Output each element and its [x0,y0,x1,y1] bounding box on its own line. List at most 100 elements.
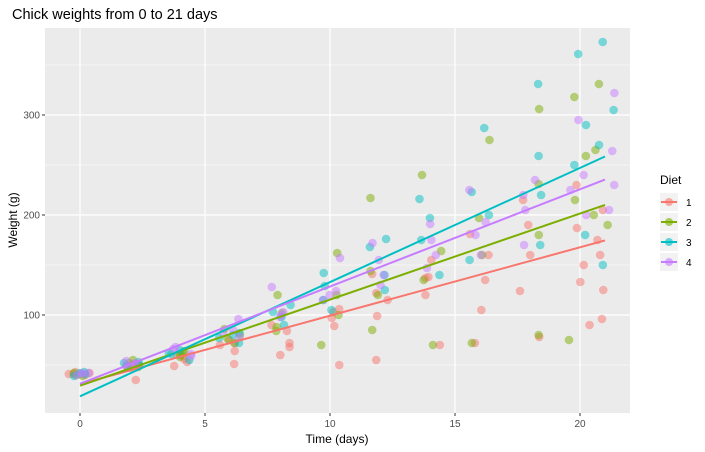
data-point-diet-3 [534,151,543,161]
legend-key-point [665,218,673,226]
data-point-diet-1 [585,320,594,330]
fit-line-diet-4 [79,178,606,385]
data-point-diet-1 [285,342,294,352]
data-point-diet-2 [570,195,580,205]
data-point-diet-1 [598,285,608,295]
legend-title: Diet [660,173,682,187]
data-point-diet-3 [435,270,444,280]
data-point-diet-3 [581,120,591,130]
data-point-diet-1 [477,305,486,315]
data-point-diet-3 [598,260,608,270]
data-point-diet-4 [331,286,341,296]
data-point-diet-2 [564,335,574,345]
data-point-diet-1 [230,346,239,356]
data-point-diet-4 [465,185,474,195]
fit-line-diet-3 [79,155,606,398]
data-point-diet-2 [366,193,375,203]
data-point-diet-4 [579,170,588,180]
data-point-diet-2 [570,92,579,102]
y-tick-label: 200 [23,211,40,222]
legend-label-diet-2: 2 [686,218,692,229]
data-point-diet-4 [78,368,88,378]
data-point-diet-2 [367,325,377,335]
x-tick-label: 10 [324,419,336,430]
data-point-diet-2 [467,338,477,348]
y-axis-title: Weight (g) [6,192,20,247]
data-point-diet-1 [480,275,490,285]
data-point-diet-2 [581,151,591,161]
x-tick-label: 0 [77,419,83,430]
x-tick-label: 15 [449,419,461,430]
data-point-diet-1 [579,260,588,270]
data-point-diet-1 [334,360,344,370]
data-point-diet-4 [476,250,486,260]
y-tick-label: 100 [23,311,40,322]
legend: Diet 1 2 3 4 [660,173,692,271]
data-point-diet-3 [381,234,391,244]
data-point-diet-1 [576,277,585,287]
data-point-diet-1 [229,359,239,369]
data-point-diet-2 [373,290,383,300]
data-point-diet-3 [479,123,489,133]
data-point-diet-4 [530,175,540,185]
data-point-diet-2 [534,104,544,114]
data-point-diet-2 [534,330,543,340]
fit-lines [79,155,606,398]
data-point-diet-4 [379,270,388,280]
data-point-diet-3 [327,305,336,315]
data-point-diet-3 [484,210,494,220]
data-point-diet-1 [598,205,608,215]
data-point-diet-4 [425,219,435,229]
data-point-diet-3 [594,140,604,150]
data-point-diet-1 [435,340,445,350]
data-point-diet-4 [604,205,614,215]
legend-key-point [665,198,673,206]
legend-key-point [665,238,673,246]
data-point-diet-2 [417,170,427,180]
x-axis-title: Time (days) [306,432,369,446]
data-point-diet-2 [589,210,599,220]
legend-label-diet-4: 4 [686,258,692,269]
data-point-diet-4 [471,230,480,240]
legend-label-diet-3: 3 [686,238,692,249]
data-point-diet-3 [573,49,583,59]
data-point-diet-1 [523,220,533,230]
data-point-diet-4 [368,238,377,248]
data-point-diet-3 [535,240,545,250]
x-tick-label: 20 [574,419,586,430]
data-point-diet-2 [273,290,282,300]
data-point-diet-4 [609,180,619,190]
data-point-diet-2 [594,79,604,89]
data-point-diet-3 [415,194,424,204]
legend-label-diet-1: 1 [686,198,692,209]
data-point-diet-3 [598,37,608,47]
data-point-diet-1 [595,250,605,260]
data-point-diet-1 [169,361,179,371]
data-point-diet-4 [607,146,617,156]
data-point-diet-1 [131,375,141,385]
grid [45,28,630,413]
data-point-diet-1 [572,223,582,233]
data-point-diet-2 [428,340,438,350]
data-point-diet-4 [335,253,345,263]
plot-panel [45,28,630,413]
data-point-diet-4 [431,250,441,260]
y-tick-label: 300 [23,111,40,122]
data-point-diet-2 [485,135,494,145]
data-point-diet-4 [325,290,334,300]
x-tick-label: 5 [202,419,208,430]
data-point-diet-4 [519,240,529,250]
data-point-diet-3 [425,213,435,223]
data-point-diet-1 [515,286,525,296]
chart-title: Chick weights from 0 to 21 days [12,7,218,23]
data-point-diet-4 [84,368,94,378]
data-point-diet-2 [603,220,612,230]
data-point-diet-1 [371,355,381,365]
data-point-diet-3 [580,230,590,240]
data-point-diet-1 [421,290,430,300]
data-point-diet-1 [597,314,607,324]
data-point-diet-4 [267,282,277,292]
data-point-diet-1 [329,321,339,331]
